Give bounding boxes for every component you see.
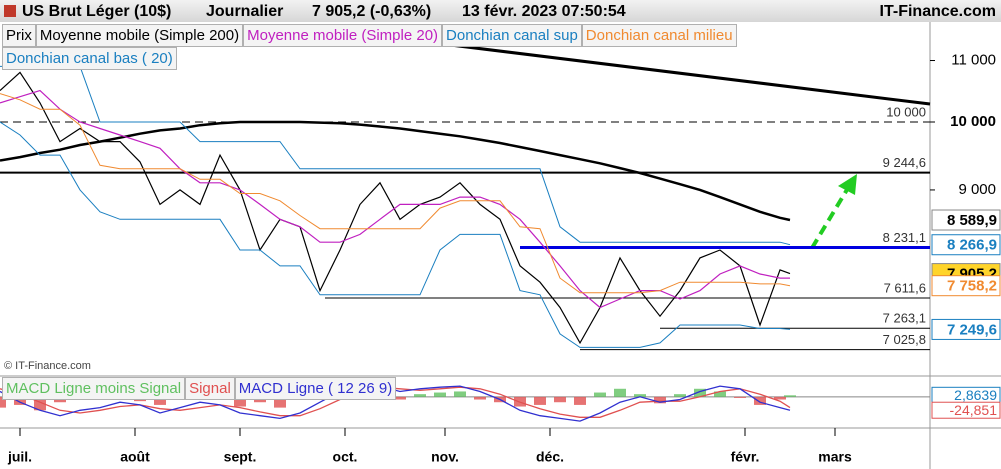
price-badge (931, 318, 1001, 340)
header-bar (0, 0, 1001, 22)
histogram-bar (14, 396, 26, 405)
copyright: © IT-Finance.com (4, 360, 91, 372)
x-tick-label: déc. (536, 449, 564, 465)
legend-item[interactable]: Moyenne mobile (Simple 200) (35, 24, 244, 47)
histogram-bar (734, 396, 746, 398)
macd-badge-label: -24,851 (950, 402, 998, 418)
histogram-bar (234, 396, 246, 407)
y-tick-label: 11 000 (951, 51, 996, 68)
legend-item[interactable]: Donchian canal bas ( 20) (2, 47, 177, 70)
histogram-bar (594, 392, 606, 397)
histogram-bar (654, 396, 666, 404)
histogram-bar (394, 396, 406, 400)
price-badge (931, 209, 1001, 231)
price-badge-label: 7 758,2 (947, 278, 997, 295)
level-label: 8 231,1 (883, 230, 926, 245)
x-tick-label: mars (818, 449, 852, 465)
legend-item[interactable]: Donchian canal sup (442, 24, 582, 47)
legend-item[interactable]: Moyenne mobile (Simple 20) (243, 24, 443, 47)
x-tick-label: août (120, 449, 150, 465)
histogram-bar (574, 396, 586, 405)
macd-badge-label: 2,8639 (954, 387, 997, 403)
brand: IT-Finance.com (880, 3, 996, 20)
x-tick-label: nov. (431, 449, 459, 465)
x-tick-label: sept. (224, 449, 257, 465)
price-badge-label: 7 249,6 (947, 321, 997, 338)
series-line (0, 120, 791, 222)
plot: 11 000 10 000 9 000 juil. août sept. oct. nov. d… (0, 51, 1001, 465)
price-badge-label: 8 589,9 (947, 212, 997, 229)
histogram-bar (774, 396, 786, 400)
series-line (0, 71, 791, 345)
series-line (0, 89, 790, 309)
histogram-bar (754, 396, 766, 405)
x-tick-label: oct. (333, 449, 358, 465)
trendline (409, 38, 931, 106)
legend-item[interactable]: Prix (2, 24, 36, 47)
level-label: 7 611,6 (884, 280, 926, 295)
series-line (0, 93, 791, 294)
histogram-bar (784, 395, 796, 397)
date: 13 févr. 2023 07:50:54 (462, 3, 626, 20)
legend: Prix Moyenne mobile (Simple 200) Moyenne m… (2, 24, 862, 70)
histogram-bar (454, 391, 466, 397)
histogram-bar (634, 394, 646, 397)
histogram-bar (414, 394, 426, 397)
level-label: 10 000 (886, 104, 926, 119)
histogram-bar (694, 388, 706, 397)
macd-badge (931, 401, 1001, 419)
level-label: 9 244,6 (883, 155, 926, 170)
title: US Brut Léger (10$) (22, 3, 171, 20)
price-badge-label: 8 266,9 (947, 237, 997, 254)
histogram-bar (34, 396, 46, 411)
legend-item[interactable]: Signal (185, 377, 235, 400)
histogram-bar (0, 396, 6, 408)
histogram-bar (474, 396, 486, 400)
histogram-bar (714, 391, 726, 397)
arrow-head (838, 174, 857, 195)
histogram-bar (674, 394, 686, 397)
y-tick-label: 10 000 (950, 113, 996, 130)
period: Journalier (206, 3, 283, 20)
series-line (0, 65, 791, 246)
level-label: 7 025,8 (883, 332, 926, 347)
level-label: 7 263,1 (883, 311, 926, 326)
quote: 7 905,2 (-0,63%) (312, 3, 431, 20)
histogram-bar (614, 388, 626, 397)
histogram-bar (434, 392, 446, 397)
y-tick-label: 9 000 (958, 181, 996, 198)
macd-legend: MACD Ligne moins Signal Signal MACD Ligne … (2, 377, 397, 400)
legend-item[interactable]: Donchian canal milieu (581, 24, 737, 47)
histogram-bar (534, 396, 546, 405)
x-tick-label: juil. (7, 449, 32, 465)
legend-item[interactable]: MACD Ligne moins Signal (2, 377, 186, 400)
logo-icon (4, 5, 16, 17)
series-line (0, 385, 791, 422)
legend-item[interactable]: MACD Ligne ( 12 26 9) (234, 377, 397, 400)
histogram-bar (554, 396, 566, 403)
series-line (0, 121, 791, 348)
forecast-arrow (810, 186, 850, 250)
price-badge (931, 275, 1001, 297)
price-badge (931, 234, 1001, 256)
histogram-bar (154, 396, 166, 405)
x-tick-label: févr. (731, 449, 760, 465)
histogram-bar (274, 396, 286, 408)
